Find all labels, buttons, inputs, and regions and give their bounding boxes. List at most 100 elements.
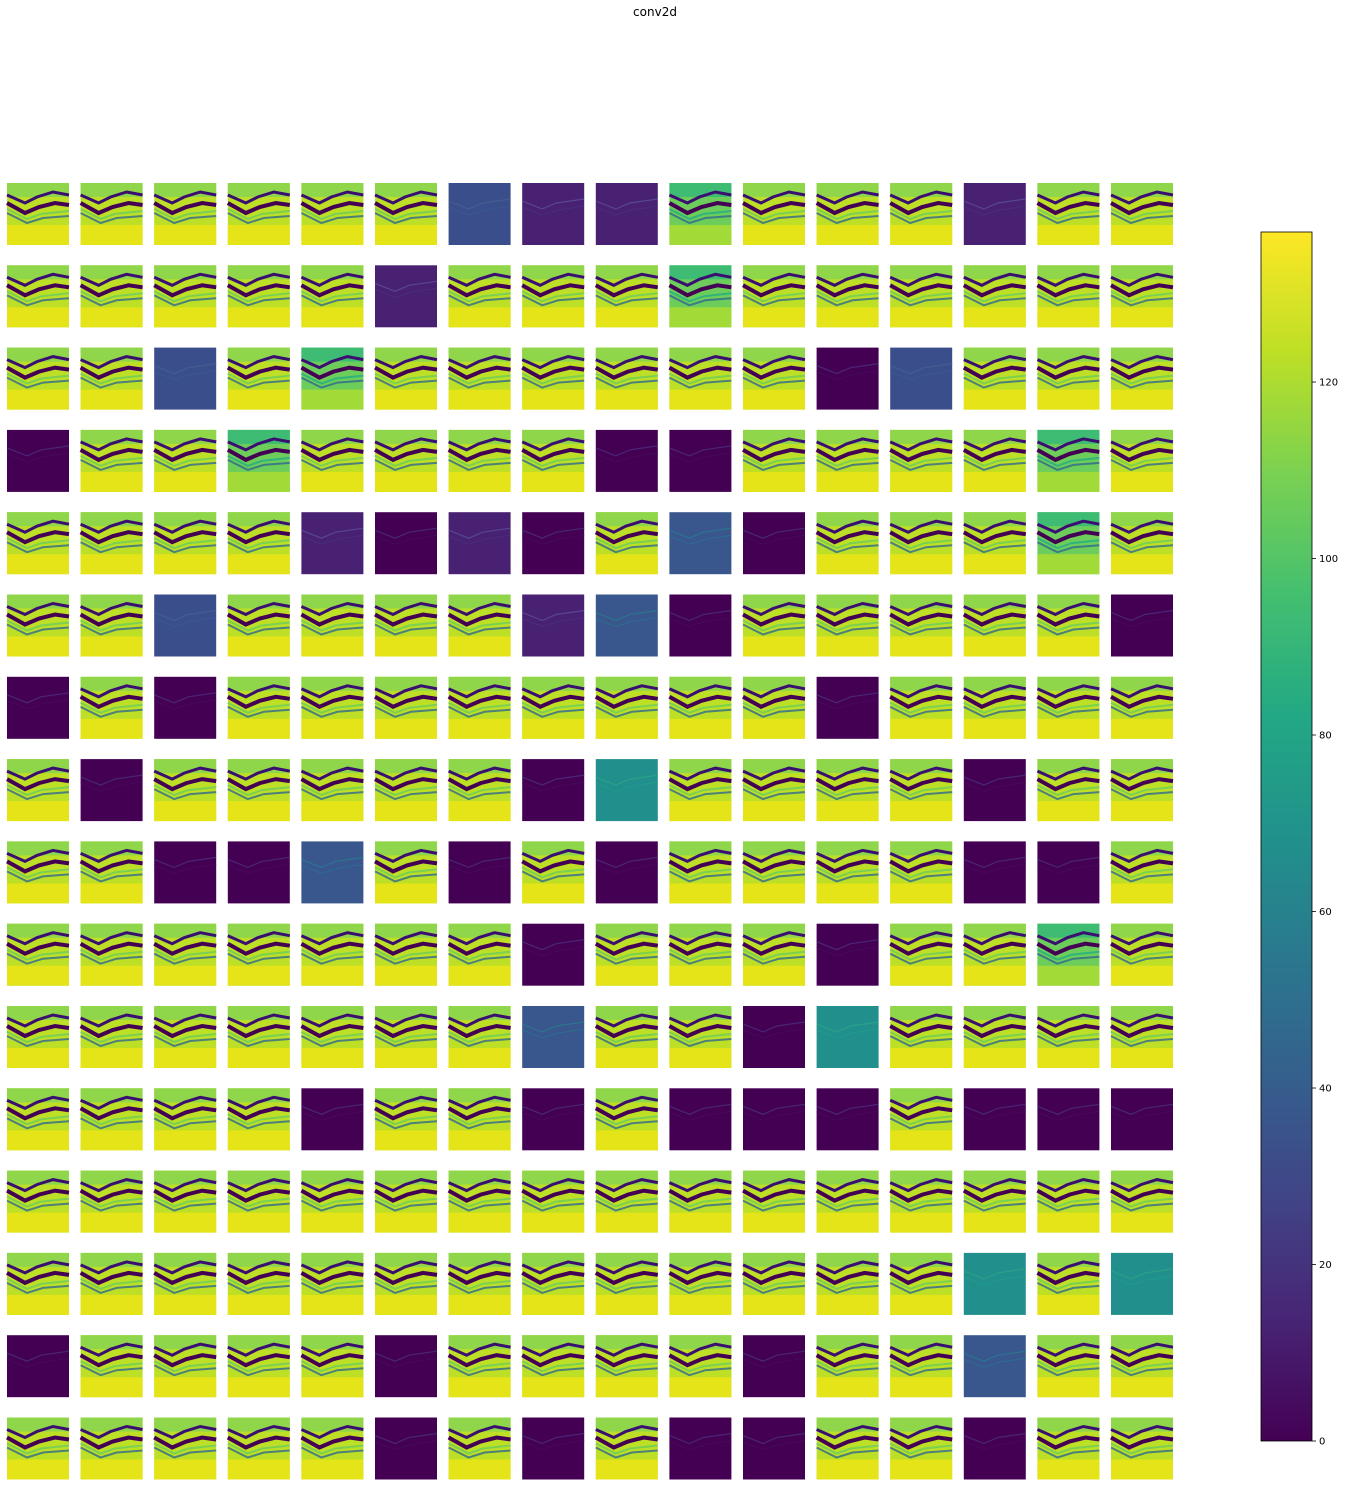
tile-layer-line [668,208,732,221]
feature-map-tile [815,1170,879,1233]
tile-background [154,841,217,904]
tile-layer-line [1110,1178,1174,1193]
tile-layer-line [595,290,658,303]
tile-layer-line [521,1178,585,1193]
tile-layer-line [6,1188,70,1203]
tile-edge-trace [448,856,511,869]
feature-map-tile [669,512,732,575]
tile-layer-line [300,1278,364,1290]
tile-edge-trace [963,1357,1026,1368]
tile-layer-line [6,931,70,946]
tile-lower-band [669,307,732,328]
tile-layer-line [300,705,364,718]
tile-lower-band [1037,1459,1100,1480]
tile-lower-band [1111,1459,1173,1480]
tile-layer-line [153,1113,217,1126]
tile-background [448,183,511,245]
feature-map-tile [594,347,659,410]
tile-upper-band [154,1170,217,1185]
tile-edge-trace [522,781,585,792]
tile-layer-line [447,437,511,452]
tile-background [816,1006,879,1068]
tile-layer-line [742,437,806,452]
tile-upper-band [743,841,805,856]
tile-edge-trace [374,1440,438,1451]
feature-map-tile [1036,183,1100,245]
feature-map-tile [521,183,585,245]
tile-layer-line [80,866,143,879]
tile-layer-line [889,447,953,463]
tile-layer-line [594,1188,659,1203]
feature-map-tile [889,594,953,657]
tile-layer-line [227,1424,291,1440]
tile-layer-line [6,190,70,205]
tile-layer-line [1036,952,1100,965]
tile-edge-trace [301,856,364,869]
feature-map-tile [447,1006,511,1068]
tile-layer-line [79,1270,143,1286]
tile-layer-line [227,519,291,534]
tile-layer-line [963,1031,1026,1044]
tile-layer-line [668,355,732,370]
feature-map-tile [153,347,217,410]
feature-map-tile [79,1006,143,1068]
tile-background [816,923,879,986]
tile-layer-line [889,1260,953,1275]
tile-layer-line [153,931,217,946]
tile-layer-line [1110,948,1174,961]
tile-layer-line [668,1360,732,1373]
tile-layer-line [226,365,291,380]
tile-layer-line [742,859,806,874]
tile-layer-line [889,1199,953,1212]
tile-layer-line [889,784,953,797]
tile-upper-band [1037,1417,1100,1432]
tile-layer-line [963,1013,1027,1028]
tile-edge-trace [742,534,806,545]
tile-layer-line [815,1353,879,1368]
tile-upper-band [1111,759,1173,774]
tile-layer-line [447,1353,511,1368]
tile-lower-band [743,389,805,410]
feature-map-tile [815,512,879,575]
tile-layer-line [1110,1442,1174,1455]
tile-edge-trace [742,1028,806,1039]
tile-layer-line [668,952,732,965]
feature-map-tile [79,676,143,739]
tile-layer-line [6,200,70,216]
tile-layer-line [374,859,438,874]
feature-map-tile [963,1335,1026,1398]
tile-layer-line [889,1188,953,1203]
feature-map-tile [153,841,217,904]
tile-lower-band [448,718,511,739]
tile-layer-line [447,1435,511,1450]
tile-layer-line [668,1342,732,1357]
tile-edge-trace [742,1350,806,1362]
tile-layer-line [595,1278,658,1290]
tile-layer-line [80,1195,143,1208]
tile-layer-line [815,1435,879,1450]
tile-layer-line [1110,1446,1174,1459]
tile-layer-line [668,1282,732,1294]
tile-layer-line [595,1095,659,1110]
tile-upper-band [669,759,732,774]
tile-edge-trace [742,1103,806,1115]
tile-layer-line [742,619,806,632]
tile-upper-band [1111,1170,1173,1185]
tile-layer-line [963,705,1026,718]
tile-layer-line [374,372,438,385]
tile-layer-line [374,208,438,221]
tile-lower-band [227,225,290,245]
tile-background [1037,1088,1100,1151]
tile-layer-line [668,376,732,389]
feature-map-tile [742,759,806,822]
tile-edge-trace [154,863,217,874]
tile-layer-line [6,519,70,534]
tile-upper-band [522,265,585,280]
tile-layer-line [374,1013,438,1028]
tile-layer-line [1110,870,1174,883]
tile-upper-band [154,759,217,774]
tile-edge-trace [521,609,585,622]
tile-lower-band [1111,1377,1173,1398]
tile-upper-band [7,923,69,938]
tile-layer-line [300,1035,364,1048]
